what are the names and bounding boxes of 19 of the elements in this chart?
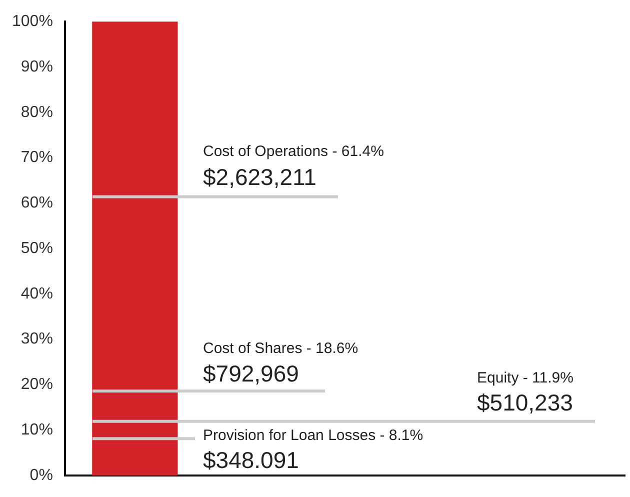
ref-line-label: Cost of Operations - 61.4% xyxy=(203,142,384,160)
ref-line-label: Provision for Loan Losses - 8.1% xyxy=(203,426,424,444)
y-tick-label: 80% xyxy=(20,104,53,121)
y-tick-label: 90% xyxy=(20,58,53,76)
y-tick-label: 60% xyxy=(20,194,53,212)
y-tick-label: 10% xyxy=(20,421,53,438)
y-tick-label: 20% xyxy=(20,376,53,394)
annotation: $348.091 xyxy=(203,446,299,473)
annotation: $792,969 xyxy=(203,360,299,386)
y-tick-label: 100% xyxy=(12,13,53,30)
text: $510,233 xyxy=(477,390,573,416)
y-tick-label: 50% xyxy=(20,240,53,257)
ref-line-label: Equity - 11.9% xyxy=(477,370,574,387)
ref-line-label: Cost of Shares - 18.6% xyxy=(203,340,358,358)
y-tick-label: 30% xyxy=(20,330,53,348)
y-tick-label: 0% xyxy=(30,466,53,484)
annotation: $2,623,211 xyxy=(203,164,316,190)
y-tick-label: 70% xyxy=(20,149,53,166)
y-tick-label: 40% xyxy=(20,285,53,302)
